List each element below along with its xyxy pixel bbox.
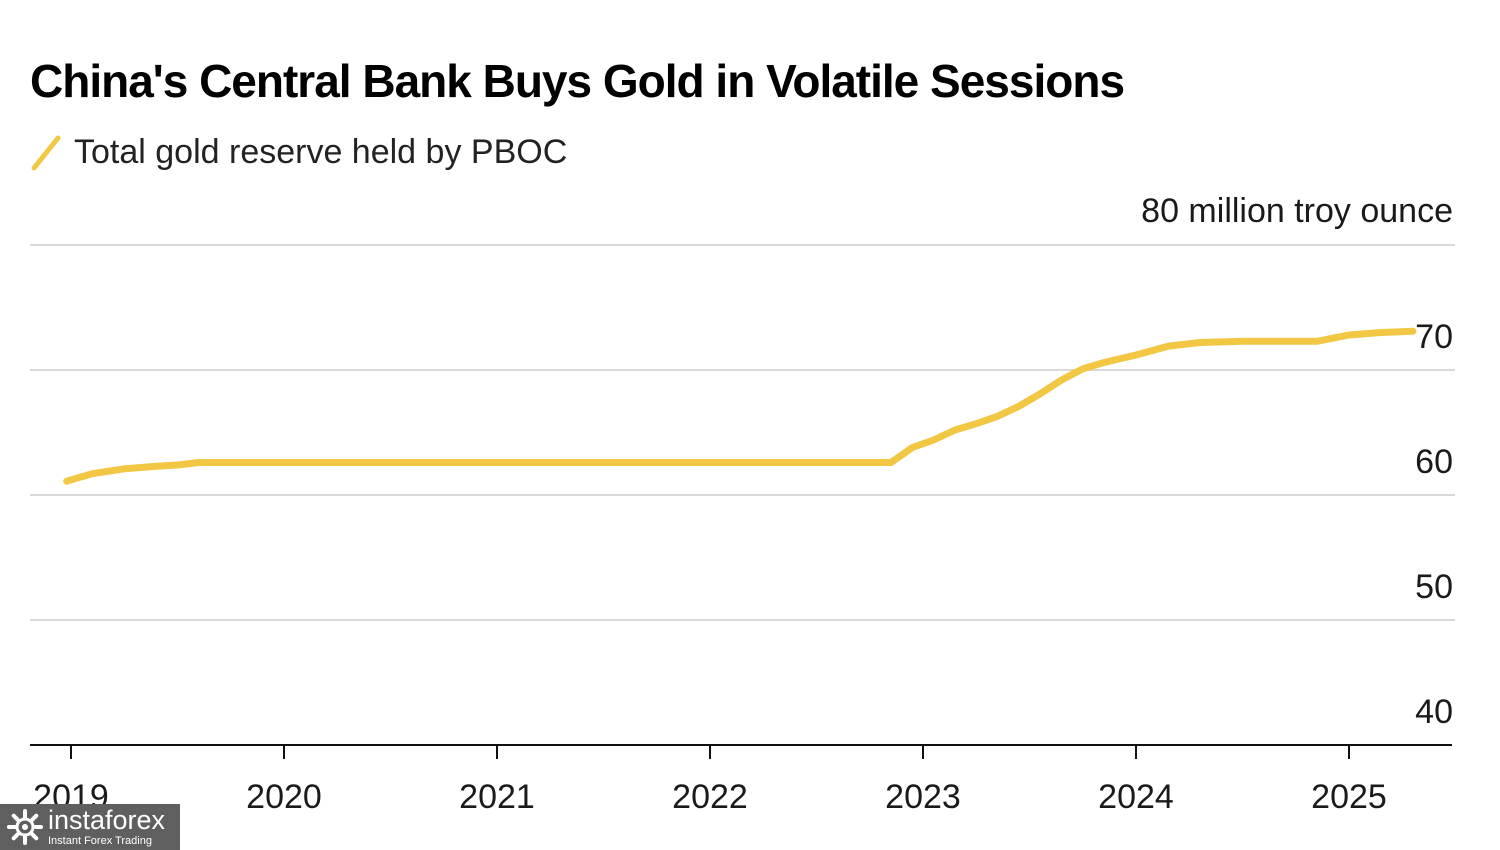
- y-tick-labels: 40 50 60 70: [1415, 318, 1453, 731]
- x-tick-label: 2025: [1311, 778, 1387, 816]
- grid-lines: [30, 244, 1455, 621]
- chart-title: China's Central Bank Buys Gold in Volati…: [30, 55, 1125, 107]
- series-line-pboc-gold-reserve: [63, 327, 1417, 485]
- y-tick-label: 70: [1415, 318, 1453, 356]
- x-tick-label: 2023: [885, 778, 961, 816]
- x-tick-label: 2022: [672, 778, 748, 816]
- x-tick-label: 2024: [1098, 778, 1174, 816]
- series-layer: [63, 327, 1417, 485]
- x-axis: [30, 744, 1452, 759]
- x-tick-label: 2021: [459, 778, 535, 816]
- y-unit-label: 80 million troy ounce: [1141, 192, 1453, 230]
- y-tick-label: 50: [1415, 568, 1453, 606]
- instaforex-logo-icon: [7, 809, 43, 845]
- instaforex-watermark: instaforex Instant Forex Trading: [0, 804, 180, 850]
- y-tick-label: 60: [1415, 443, 1453, 481]
- legend-label: Total gold reserve held by PBOC: [74, 132, 568, 171]
- y-tick-label: 40: [1415, 693, 1453, 731]
- x-tick-labels: 2019 2020 2021 2022 2023 2024 2025: [33, 778, 1387, 816]
- x-tick-label: 2020: [246, 778, 322, 816]
- watermark-brand: instaforex: [48, 805, 166, 835]
- legend: Total gold reserve held by PBOC: [30, 132, 567, 172]
- watermark-tagline: Instant Forex Trading: [48, 835, 152, 847]
- legend-swatch: [31, 135, 61, 171]
